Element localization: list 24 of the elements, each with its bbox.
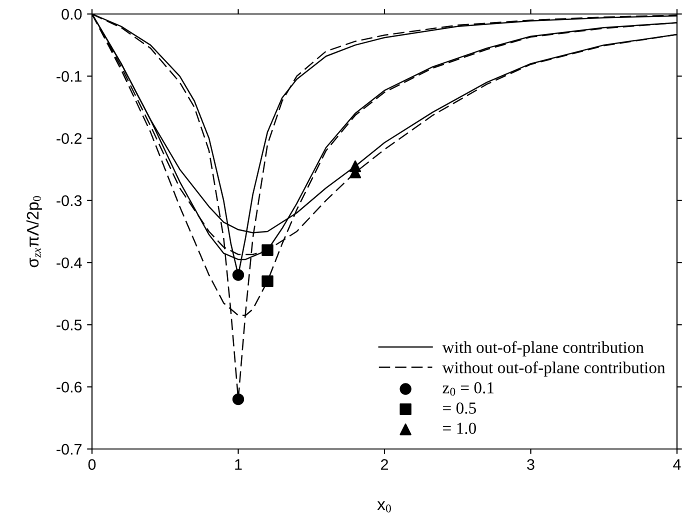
point [262,244,274,256]
legend-label: = 1.0 [443,422,476,434]
x-tick-label: 4 [673,459,681,470]
y-tick-label: -0.3 [56,195,82,206]
y-tick-label: -0.1 [56,71,82,82]
x-tick-label: 1 [235,459,242,470]
legend-label: z$_{0}$ = 0.1 [442,382,494,396]
y-tick-label: 0.0 [62,8,82,20]
legend-label: with out-of-plane contribution [442,341,644,356]
x-tick-label: 3 [527,459,534,470]
y-tick-label: -0.4 [56,257,82,268]
point [262,275,274,288]
point [232,393,244,406]
legend-label: without out-of-plane contribution [442,361,666,377]
x-axis-title: x$_{0}$ [377,501,391,512]
y-tick-label: -0.2 [56,133,82,144]
legend-label: = 0.5 [443,402,476,414]
x-tick-label: 2 [381,459,388,470]
y-tick-label: -0.6 [56,382,82,393]
point [232,269,244,281]
x-tick-label: 0 [88,459,96,470]
y-tick-label: -0.7 [56,444,82,455]
y-tick-label: -0.5 [56,320,82,330]
y-axis-title: σ$_{zx}$πΛ/2p$_{0}$ [26,196,42,268]
